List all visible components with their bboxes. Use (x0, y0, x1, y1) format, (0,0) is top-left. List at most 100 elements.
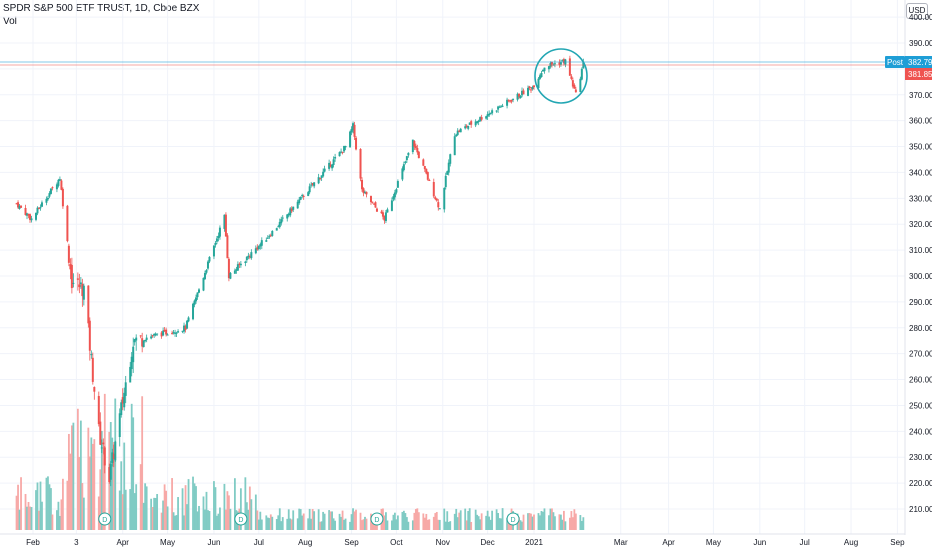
candle (338, 151, 341, 157)
candle (27, 213, 30, 219)
candle (153, 333, 156, 338)
candle (561, 59, 564, 62)
candle (183, 322, 186, 334)
volume-bar (91, 443, 94, 530)
volume-bar (59, 515, 61, 530)
candle (217, 232, 220, 242)
candle (579, 76, 582, 93)
volume-bar (349, 521, 351, 530)
volume-bar (145, 486, 148, 530)
volume-bar (216, 515, 218, 530)
candle (227, 257, 230, 282)
volume-bar (435, 511, 438, 530)
volume-bar (444, 521, 447, 530)
candle (573, 83, 576, 89)
candle (580, 67, 583, 81)
candle (150, 333, 153, 340)
volume-bar (228, 495, 230, 530)
volume-bar (551, 508, 553, 530)
candle (100, 439, 103, 454)
candle (102, 438, 105, 455)
candle (79, 276, 82, 289)
candle (313, 182, 316, 189)
volume-bar (132, 417, 135, 530)
price-tick-label: 340.00 (909, 168, 932, 177)
volume-bar (485, 515, 488, 530)
price-axis[interactable]: 210.00 220.00 230.00 240.00 250.00 260.00 270.… (909, 13, 932, 514)
candle (538, 73, 541, 80)
volume-bar (302, 513, 305, 530)
time-tick-label: Aug (844, 538, 858, 547)
volume-bar (271, 516, 274, 530)
candle (91, 352, 94, 385)
candle (568, 55, 571, 76)
volume-bar (286, 518, 289, 530)
candle (162, 327, 165, 337)
candle (121, 388, 124, 411)
candle (308, 183, 311, 195)
volume-bar (359, 512, 362, 530)
volume-bar (370, 513, 372, 530)
candle (289, 206, 292, 218)
candle (497, 105, 500, 113)
price-tick-label: 230.00 (909, 453, 932, 462)
dividend-marker[interactable]: D (506, 512, 520, 526)
price-tick-label: 240.00 (909, 427, 932, 436)
annotation-ellipse[interactable] (534, 48, 588, 104)
volume-bar (142, 502, 145, 530)
dividend-marker[interactable]: D (370, 512, 384, 526)
dividend-marker[interactable]: D (98, 512, 112, 526)
candle (18, 204, 21, 210)
candle (331, 163, 334, 171)
candle (269, 233, 272, 237)
candle (443, 187, 446, 213)
candle (132, 337, 135, 373)
candle (250, 249, 253, 260)
candle (521, 87, 524, 98)
post-value-text: 382.79 (908, 58, 932, 67)
candle (196, 292, 199, 300)
time-tick-label: Aug (298, 538, 312, 547)
candle (543, 67, 546, 74)
volume-bar (229, 508, 232, 530)
volume-bar (383, 515, 386, 530)
volume-bar (151, 507, 154, 530)
price-tick-label: 360.00 (909, 117, 932, 126)
volume-bar (549, 508, 552, 530)
candle (359, 148, 362, 182)
volume-bar (362, 519, 365, 530)
candle (537, 76, 540, 89)
price-tick-label: 270.00 (909, 350, 932, 359)
volume-bar (438, 519, 441, 530)
volume-bar (498, 518, 501, 530)
candle (411, 139, 414, 155)
candle (281, 215, 284, 222)
candle (477, 119, 480, 126)
volume-bar (290, 519, 293, 530)
volume-bar (175, 515, 178, 530)
price-tick-label: 350.00 (909, 143, 932, 152)
time-tick-label: 3 (74, 538, 79, 547)
time-axis[interactable]: Feb 3 Apr May Jun Jul Aug Sep Oct Nov Dec 2021 Mar Ap… (26, 538, 905, 547)
volume-bar (204, 509, 206, 530)
candle (507, 99, 510, 103)
volume-bar (121, 494, 124, 530)
volume-bar (38, 510, 40, 530)
candle (229, 271, 232, 280)
volume-bar (501, 508, 504, 530)
volume-bar (124, 489, 127, 530)
volume-bar (239, 488, 242, 530)
candle (301, 193, 304, 199)
volume-bar (192, 476, 194, 530)
dividend-marker[interactable]: D (234, 512, 248, 526)
volume-bar (411, 520, 414, 530)
candle (208, 256, 211, 264)
volume-bar (184, 485, 187, 530)
currency-button[interactable]: USD (906, 3, 928, 19)
volume-bar (114, 398, 117, 530)
candle (256, 244, 259, 251)
volume-bar (112, 442, 115, 530)
candle (574, 86, 577, 93)
svg-text:D: D (238, 517, 243, 524)
